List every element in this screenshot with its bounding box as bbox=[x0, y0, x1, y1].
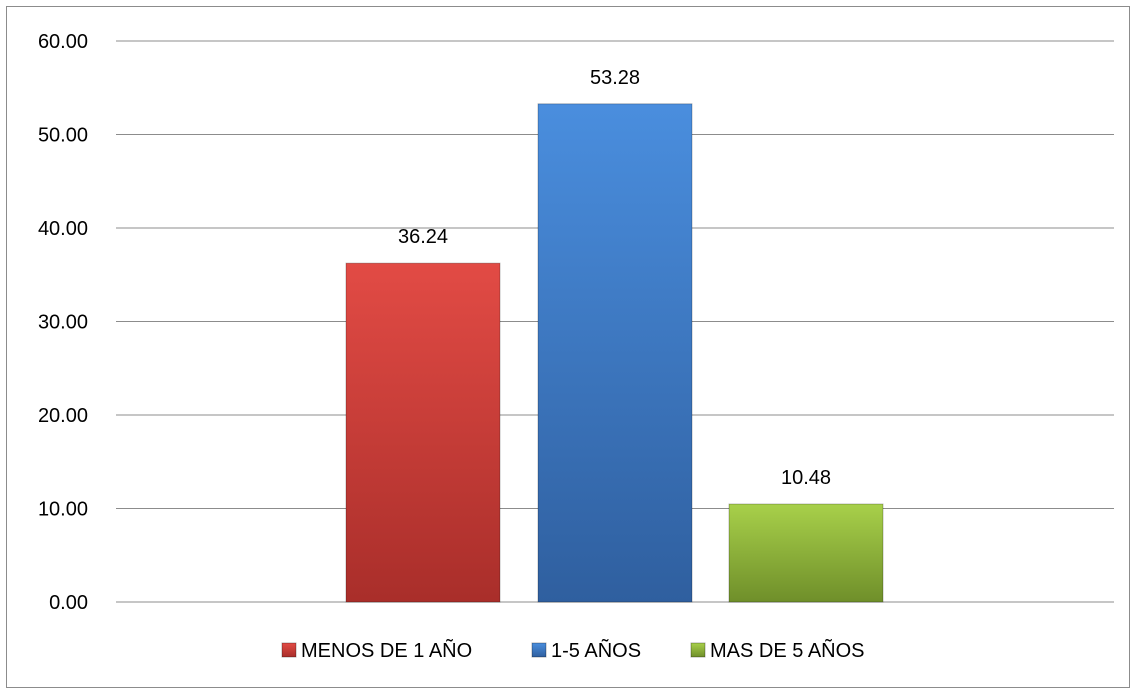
y-tick-label: 0.00 bbox=[49, 592, 88, 614]
bar bbox=[537, 103, 693, 603]
legend-swatch bbox=[281, 642, 297, 658]
legend-label: MAS DE 5 AÑOS bbox=[710, 638, 865, 662]
y-tick-label: 60.00 bbox=[38, 31, 88, 53]
data-labels: 36.24 53.28 10.48 bbox=[398, 67, 831, 489]
y-axis-ticks: 0.00 10.00 20.00 30.00 40.00 50.00 60.00 bbox=[38, 31, 88, 614]
legend-item: 1-5 AÑOS bbox=[531, 638, 641, 662]
data-label: 10.48 bbox=[781, 467, 831, 489]
data-label: 36.24 bbox=[398, 226, 448, 248]
legend-swatch bbox=[690, 642, 706, 658]
legend-swatch bbox=[531, 642, 547, 658]
y-tick-label: 30.00 bbox=[38, 312, 88, 334]
legend-item: MAS DE 5 AÑOS bbox=[690, 638, 865, 662]
y-tick-label: 20.00 bbox=[38, 405, 88, 427]
y-tick-label: 40.00 bbox=[38, 218, 88, 240]
legend: MENOS DE 1 AÑO 1-5 AÑOS MAS DE 5 AÑOS bbox=[281, 638, 865, 662]
bars bbox=[345, 103, 884, 603]
legend-label: MENOS DE 1 AÑO bbox=[301, 638, 472, 662]
bar bbox=[345, 262, 501, 603]
data-label: 53.28 bbox=[590, 67, 640, 89]
bar bbox=[728, 503, 884, 603]
legend-label: 1-5 AÑOS bbox=[551, 638, 641, 662]
y-tick-label: 50.00 bbox=[38, 125, 88, 147]
y-tick-label: 10.00 bbox=[38, 499, 88, 521]
legend-item: MENOS DE 1 AÑO bbox=[281, 638, 472, 662]
